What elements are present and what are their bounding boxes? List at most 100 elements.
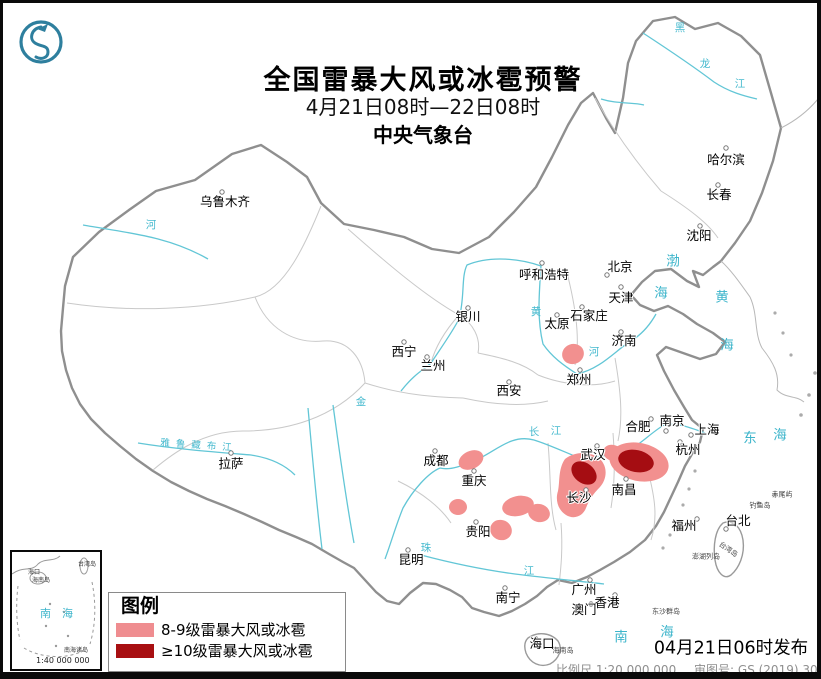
tarim-river <box>82 224 209 260</box>
city-label: 沈阳 <box>686 227 712 243</box>
map-scale: 比例尺 1:20 000 000 <box>556 663 677 677</box>
map-approval-number: 审图号: GS (2019) 3082号 <box>694 663 818 677</box>
city-label: 呼和浩特 <box>518 266 570 282</box>
legend-label: 8-9级雷暴大风或冰雹 <box>161 620 306 639</box>
river-label-yangtze: 江 <box>550 424 562 437</box>
river-label-heilongjiang: 龙 <box>699 57 711 70</box>
city-label: 台北 <box>725 512 751 528</box>
river-label-pearl: 江 <box>523 564 535 577</box>
offshore-islands <box>661 311 817 550</box>
warning-areas-dark-red <box>571 449 654 485</box>
city-label: 香港 <box>594 594 620 610</box>
inset-map-graphic <box>11 555 96 658</box>
lancang-river <box>332 404 355 544</box>
city-label: 重庆 <box>461 472 487 488</box>
river-label-heilongjiang: 江 <box>734 77 746 90</box>
china-national-border <box>59 15 783 618</box>
legend-swatch-pink <box>116 623 154 638</box>
pearl-river <box>420 554 605 585</box>
cma-logo <box>17 18 65 66</box>
city-label: 长沙 <box>566 489 592 505</box>
sea-label-east-sea: 海 <box>773 427 787 444</box>
city-label: 哈尔滨 <box>707 151 745 167</box>
city-label: 北京 <box>607 258 633 274</box>
city-label: 西安 <box>496 382 522 398</box>
river-label-yellow: 黄 <box>530 305 542 318</box>
publish-time: 04月21日06时发布 <box>653 638 809 659</box>
inset-hainan-label: 海南岛 <box>32 577 51 584</box>
sea-label-yellow-sea: 海 <box>720 337 734 354</box>
inset-haikou-label: 海口 <box>28 569 41 576</box>
korea-outline <box>720 99 817 403</box>
warning-areas-pink <box>449 343 669 541</box>
city-label: 武汉 <box>580 446 606 462</box>
sea-label-south-sea: 海 <box>660 624 674 641</box>
sea-label-yellow-sea: 黄 <box>715 289 729 306</box>
inset-taiwan-label: 台湾岛 <box>78 561 97 568</box>
island-label-hainan: 海南岛 <box>552 646 574 655</box>
city-label: 拉萨 <box>218 455 244 471</box>
city-label: 广州 <box>571 581 597 597</box>
city-label: 上海 <box>694 421 720 437</box>
city-label: 太原 <box>544 315 570 331</box>
legend-row: ≥10级雷暴大风或冰雹 <box>116 643 345 660</box>
yellow-river <box>400 258 657 392</box>
city-label: 西宁 <box>391 343 417 359</box>
city-label: 乌鲁木齐 <box>199 193 251 209</box>
yarlung-river <box>137 442 296 476</box>
jinsha-river <box>384 467 441 560</box>
city-label: 石家庄 <box>570 307 608 323</box>
sea-label-bohai: 渤 <box>666 253 680 270</box>
river-label-yellow: 河 <box>588 345 600 358</box>
city-label: 昆明 <box>398 551 424 567</box>
river-label-yangtze: 长 <box>528 425 540 438</box>
island-label-dongsha: 东沙群岛 <box>652 607 680 616</box>
city-label: 银川 <box>455 308 481 324</box>
city-label: 天津 <box>608 289 634 305</box>
city-label: 郑州 <box>566 371 592 387</box>
legend-title: 图例 <box>121 595 160 617</box>
page-title: 全国雷暴大风或冰雹预警 <box>263 65 583 96</box>
city-label: 南宁 <box>495 589 521 605</box>
city-label: 澳门 <box>571 601 597 617</box>
island-label-penghu: 澎湖列岛 <box>692 552 720 561</box>
island-label-diaoyu: 钓鱼岛 <box>749 501 771 510</box>
warning-period: 4月21日08时—22日08时 <box>305 95 541 119</box>
china-map <box>59 15 817 667</box>
legend-row: 8-9级雷暴大风或冰雹 <box>116 622 345 639</box>
heilong-river <box>642 32 758 100</box>
sea-label-bohai: 海 <box>654 285 668 302</box>
city-label: 杭州 <box>675 441 701 457</box>
river-label-heilongjiang: 黑 <box>674 21 686 34</box>
songhua-river <box>600 98 645 106</box>
city-label: 长春 <box>706 186 732 202</box>
legend-label: ≥10级雷暴大风或冰雹 <box>161 641 313 660</box>
sea-label-south-sea: 南 <box>614 629 628 646</box>
city-label: 成都 <box>423 452 449 468</box>
city-dots <box>219 145 729 642</box>
inset-sea-label: 海 <box>62 607 73 620</box>
city-label: 合肥 <box>625 418 651 434</box>
river-label-pearl: 珠 <box>420 541 432 554</box>
river-label-tarim: 河 <box>145 218 157 231</box>
inset-sea-label: 南 <box>40 607 51 620</box>
island-label-chiwei: 赤尾屿 <box>771 490 793 499</box>
nu-river <box>307 407 323 550</box>
city-label: 南昌 <box>611 481 637 497</box>
south-china-sea-inset: 南 海 台湾岛 海口 海南岛 南海诸岛 1:40 000 000 <box>10 550 102 671</box>
taiwan-island <box>713 521 745 578</box>
city-label: 济南 <box>611 332 637 348</box>
inset-scale: 1:40 000 000 <box>36 656 90 665</box>
city-label: 海口 <box>529 635 555 651</box>
city-label: 南京 <box>659 412 685 428</box>
river-label-jinsha: 金 <box>355 395 367 408</box>
sea-label-east-sea: 东 <box>743 430 757 447</box>
city-label: 兰州 <box>420 357 446 373</box>
city-label: 贵阳 <box>465 523 491 539</box>
legend-box: 图例 8-9级雷暴大风或冰雹 ≥10级雷暴大风或冰雹 <box>108 592 346 672</box>
city-label: 福州 <box>671 517 697 533</box>
map-scale-line: 比例尺 1:20 000 000 审图号: GS (2019) 3082号 <box>556 661 818 677</box>
province-borders <box>66 97 719 586</box>
hainan-island <box>523 633 561 667</box>
